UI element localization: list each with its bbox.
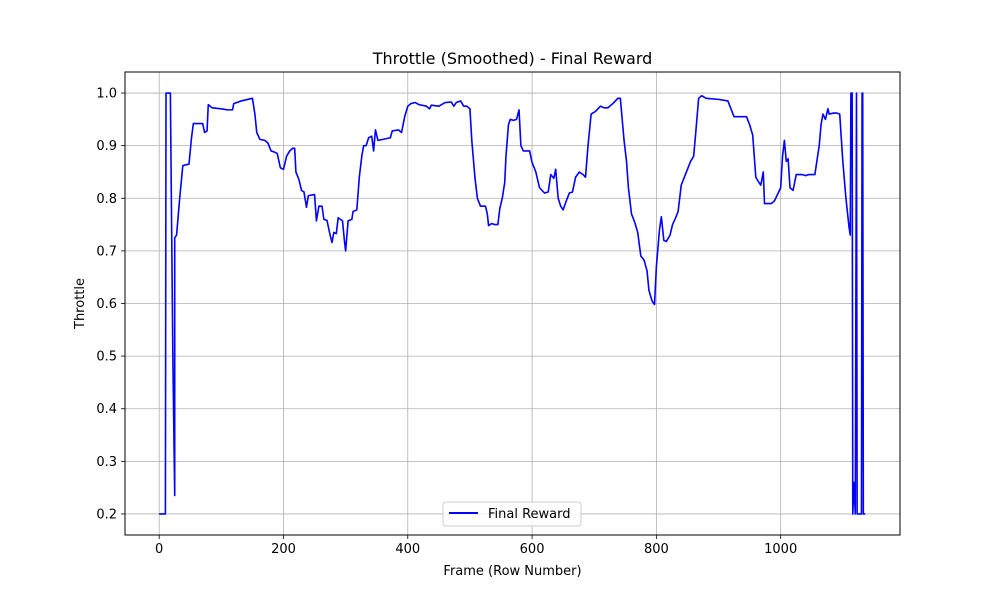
y-axis-ticks: 0.2 0.3 0.4 0.5 0.6 0.7 0.8 0.9 1.0	[96, 87, 125, 522]
x-tick-label: 400	[395, 542, 420, 557]
y-tick-label: 0.5	[96, 350, 117, 365]
y-axis-label: Throttle	[73, 278, 88, 330]
y-tick-label: 0.3	[96, 455, 117, 470]
grid-lines	[125, 72, 900, 535]
series-layer	[159, 92, 866, 515]
series-line-final-reward	[159, 92, 866, 515]
y-tick-label: 1.0	[96, 87, 117, 102]
x-tick-label: 200	[271, 542, 296, 557]
y-tick-label: 0.8	[96, 192, 117, 207]
chart-title: Throttle (Smoothed) - Final Reward	[372, 49, 653, 68]
y-tick-label: 0.2	[96, 507, 117, 522]
y-tick-label: 0.4	[96, 402, 117, 417]
x-tick-label: 0	[155, 542, 163, 557]
legend-box	[442, 501, 582, 527]
y-tick-label: 0.9	[96, 139, 117, 154]
legend-label-final-reward: Final Reward	[488, 507, 571, 522]
x-tick-label: 600	[520, 542, 545, 557]
y-tick-label: 0.6	[96, 297, 117, 312]
x-tick-label: 1000	[764, 542, 797, 557]
x-tick-label: 800	[644, 542, 669, 557]
y-tick-label: 0.7	[96, 244, 117, 259]
x-axis-ticks: 0 200 400 600 800 1000	[155, 535, 797, 557]
x-axis-label: Frame (Row Number)	[443, 564, 581, 579]
legend: Final Reward	[442, 501, 582, 527]
